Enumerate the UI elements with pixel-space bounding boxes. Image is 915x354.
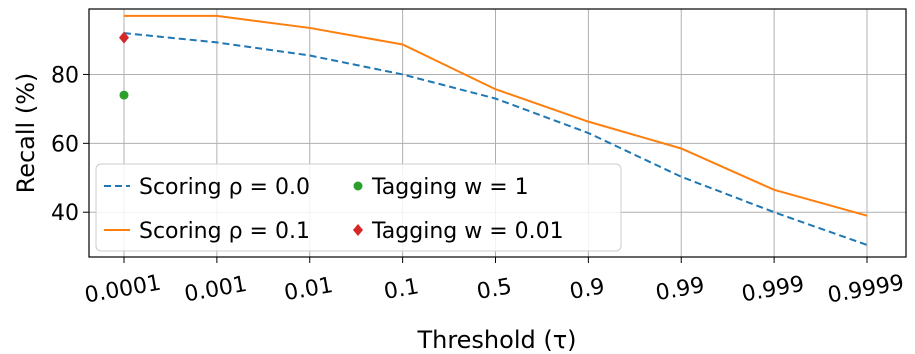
series-1-vertex <box>866 214 868 216</box>
y-axis-label: Recall (%) <box>12 73 40 194</box>
series-0-vertex <box>587 132 589 134</box>
legend-marker-2 <box>353 181 363 191</box>
series-group <box>119 14 868 246</box>
series-1-vertex <box>401 43 403 45</box>
legend-box <box>95 163 622 252</box>
x-ticks: 0.0001 0.001 0.01 0.1 0.5 0.9 0.99 0.999 0.9999 <box>83 257 906 309</box>
series-2-point <box>119 90 129 100</box>
x-tick-label: 0.0001 <box>83 271 163 309</box>
x-axis-label: Threshold (τ) <box>416 326 576 354</box>
legend-label-1: Scoring ρ = 0.1 <box>139 219 310 244</box>
series-1-vertex <box>494 88 496 90</box>
series-0-vertex <box>494 97 496 99</box>
y-tick-label: 40 <box>51 201 79 226</box>
series-1-vertex <box>123 15 125 17</box>
series-1-vertex <box>773 189 775 191</box>
x-tick-label: 0.9 <box>568 274 607 305</box>
x-tick-label: 0.01 <box>282 273 335 306</box>
plot-frame <box>88 8 907 258</box>
series-0-vertex <box>773 211 775 213</box>
series-1-vertex <box>587 120 589 122</box>
legend-label-3: Tagging w = 0.01 <box>371 219 564 244</box>
x-tick-label: 0.99 <box>654 273 707 306</box>
y-tick-label: 80 <box>51 63 79 88</box>
series-1-vertex <box>216 15 218 17</box>
series-0-vertex <box>680 176 682 178</box>
legend: Scoring ρ = 0.0 Scoring ρ = 0.1 Tagging w … <box>95 163 622 252</box>
series-1-vertex <box>309 27 311 29</box>
series-0-line <box>123 32 868 246</box>
series-0-vertex <box>401 73 403 75</box>
series-3-point <box>119 31 129 44</box>
legend-label-2: Tagging w = 1 <box>371 175 529 200</box>
x-tick-label: 0.001 <box>183 272 249 308</box>
series-0-vertex <box>216 41 218 43</box>
x-tick-label: 0.999 <box>740 272 806 308</box>
x-tick-label: 0.5 <box>475 274 514 305</box>
y-ticks: 40 60 80 <box>51 63 89 226</box>
y-tick-label: 60 <box>51 132 79 157</box>
series-1-vertex <box>680 147 682 149</box>
x-tick-label: 0.1 <box>382 274 421 305</box>
series-1-line <box>124 14 868 217</box>
x-tick-label: 0.9999 <box>826 271 906 309</box>
series-0-vertex <box>866 244 868 246</box>
series-0-vertex <box>309 54 311 56</box>
legend-marker-3 <box>353 224 363 236</box>
legend-label-0: Scoring ρ = 0.0 <box>139 175 310 200</box>
